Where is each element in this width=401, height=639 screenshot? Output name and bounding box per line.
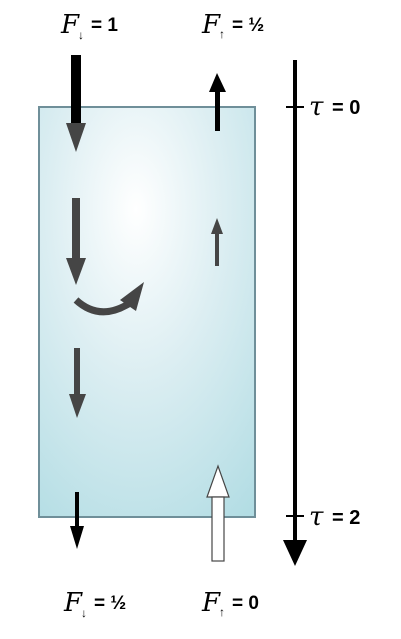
- up-arrow-exiting: [209, 73, 226, 131]
- up-arrow-hollow: [206, 464, 230, 562]
- down-arrow-incoming: [66, 55, 86, 152]
- scatter-curved-arrow: [73, 282, 144, 316]
- down-arrow-exiting: [70, 492, 84, 549]
- svg-text:↓: ↓: [78, 28, 84, 42]
- svg-text:F: F: [201, 588, 221, 618]
- svg-text:= ½: = ½: [94, 593, 126, 614]
- svg-text:↑: ↑: [219, 27, 225, 41]
- svg-text:F: F: [201, 10, 221, 40]
- down-arrow-2: [66, 198, 86, 285]
- label-flux-down-top: F ↓ = 1: [60, 10, 118, 42]
- svg-text:= ½: = ½: [232, 15, 264, 36]
- svg-text:F: F: [60, 10, 80, 40]
- optical-depth-axis: [283, 60, 307, 566]
- svg-text:↑: ↑: [219, 605, 225, 619]
- label-flux-up-top: F ↑ = ½: [201, 10, 264, 41]
- svg-text:F: F: [63, 588, 83, 618]
- label-flux-up-bottom: F ↑ = 0: [201, 588, 259, 619]
- up-arrow-middle: [211, 218, 223, 266]
- down-arrow-3: [69, 348, 86, 418]
- label-flux-down-bottom: F ↓ = ½: [63, 588, 126, 620]
- medium-slab: [38, 106, 256, 518]
- svg-text:τ: τ: [309, 92, 324, 122]
- label-tau-bottom: τ = 2: [309, 502, 360, 532]
- svg-text:τ: τ: [309, 502, 324, 532]
- svg-text:= 0: = 0: [332, 97, 360, 119]
- label-tau-top: τ = 0: [309, 92, 360, 122]
- svg-text:= 2: = 2: [332, 507, 360, 529]
- svg-text:= 0: = 0: [232, 593, 259, 614]
- svg-text:↓: ↓: [81, 606, 87, 620]
- svg-text:= 1: = 1: [91, 15, 118, 36]
